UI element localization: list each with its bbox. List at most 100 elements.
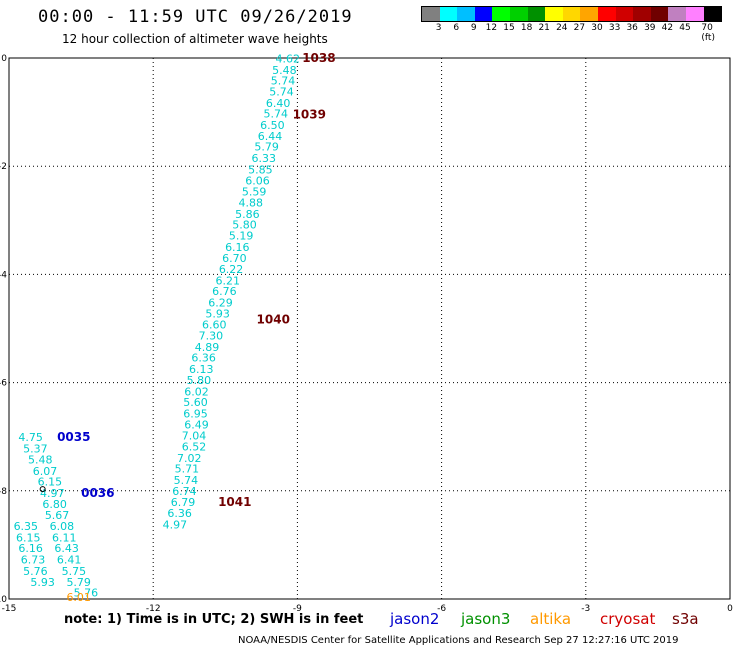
scale-swatch (597, 7, 616, 21)
swh-value-track-a: 6.40 (266, 97, 291, 110)
swh-value-track-a: 5.85 (248, 163, 273, 176)
scale-swatch (562, 7, 581, 21)
swh-value-track-d: 5.79 (66, 576, 91, 589)
swh-value-track-b: 5.37 (23, 443, 48, 456)
swh-value-track-a: 6.50 (260, 119, 285, 132)
scale-label: 45 (679, 23, 691, 33)
scale-label: 3 (435, 23, 442, 33)
swh-value-track-a: 6.60 (202, 319, 227, 332)
swh-value-track-a: 7.30 (199, 330, 224, 343)
swh-value-track-a: 7.04 (182, 430, 207, 443)
swh-value-track-d: 5.75 (62, 565, 87, 578)
swh-value-track-d: 6.11 (52, 531, 77, 544)
time-label-track-a: 1041 (218, 495, 251, 509)
swh-value-track-a: 5.60 (183, 396, 208, 409)
swh-value-track-b: 4.75 (18, 431, 43, 444)
x-tick-label: -12 (146, 604, 161, 614)
scale-label: 9 (470, 23, 477, 33)
swh-value-track-a: 4.97 (163, 518, 188, 531)
y-tick-label: -8 (0, 487, 7, 497)
x-tick-label: 0 (727, 604, 733, 614)
time-label-track-a: 1038 (302, 51, 335, 65)
scale-swatch (650, 7, 669, 21)
time-label-track-a: 1040 (257, 312, 290, 326)
swh-value-track-d: 6.41 (57, 554, 82, 567)
scale-label: 70 (ft) (701, 23, 715, 43)
scale-swatch (492, 7, 510, 21)
swh-value-track-a: 6.22 (219, 263, 244, 276)
y-tick-label: -6 (0, 379, 7, 389)
y-tick-label: -10 (0, 595, 7, 605)
swh-value-track-a: 6.36 (191, 352, 216, 365)
legend-satellite-jason3: jason3 (461, 610, 511, 628)
swh-value-track-a: 5.74 (264, 108, 289, 121)
swh-value-track-a: 6.29 (208, 297, 233, 310)
scale-label: 24 (556, 23, 568, 33)
swh-value-track-c: 6.16 (18, 542, 43, 555)
scale-label: 18 (520, 23, 533, 33)
swh-value-track-a: 6.52 (182, 440, 207, 453)
color-scale-bar (421, 6, 723, 22)
x-tick-label: -3 (581, 604, 590, 614)
scale-label: 36 (626, 23, 638, 33)
swh-value-track-a: 6.95 (183, 407, 208, 420)
scale-swatch (668, 7, 686, 21)
scale-label: 39 (644, 23, 656, 33)
swh-value-track-b: 4.97 (40, 487, 65, 500)
scale-swatch (457, 7, 475, 21)
swh-value-track-a: 5.79 (254, 141, 279, 154)
scale-swatch (615, 7, 634, 21)
swh-value-track-a: 5.80 (187, 374, 212, 387)
swh-value-track-b: 5.48 (28, 453, 53, 466)
scale-swatch (439, 7, 458, 21)
swh-value-track-c: 5.76 (23, 565, 48, 578)
scale-swatch (422, 7, 440, 21)
swh-value-track-a: 5.74 (174, 474, 199, 487)
swh-value-track-c: 5.93 (30, 576, 55, 589)
scale-swatch (545, 7, 563, 21)
swh-value-track-a: 7.02 (177, 452, 202, 465)
scale-label: 15 (503, 23, 515, 33)
swh-value-track-a: 5.19 (229, 229, 254, 242)
island-marker (39, 486, 46, 493)
swh-value-track-a: 6.49 (184, 418, 209, 431)
swh-value-track-a: 5.74 (271, 75, 296, 88)
map-frame (8, 57, 731, 600)
swh-value-track-a: 6.36 (167, 507, 192, 520)
scale-label: 33 (608, 23, 621, 33)
swh-value-track-a: 4.89 (195, 341, 220, 354)
swh-value-track-a: 6.06 (245, 174, 270, 187)
swh-value-track-a: 6.79 (171, 496, 196, 509)
swh-value-track-c: 6.73 (21, 554, 46, 567)
page-subtitle: 12 hour collection of altimeter wave hei… (62, 32, 328, 46)
swh-value-track-d: 5.76 (74, 587, 99, 600)
swh-value-track-a: 5.71 (175, 463, 200, 476)
swh-value-track-a: 6.74 (172, 485, 197, 498)
scale-swatch (509, 7, 528, 21)
swh-value-track-a: 6.21 (215, 274, 240, 287)
swh-value-track-d: 6.08 (50, 520, 75, 533)
swh-value-track-a: 5.80 (232, 219, 257, 232)
page-title: 00:00 - 11:59 UTC 09/26/2019 (38, 7, 353, 27)
swh-value-track-d: 6.43 (54, 542, 79, 555)
y-tick-label: -2 (0, 162, 7, 172)
swh-value-track-a: 5.86 (235, 208, 260, 221)
scale-label: 27 (573, 23, 586, 33)
swh-value-track-b: 6.15 (38, 476, 63, 489)
time-label-track-a: 1039 (293, 107, 326, 121)
y-tick-label: -4 (0, 270, 7, 280)
scale-swatch (685, 7, 704, 21)
scale-swatch (580, 7, 598, 21)
swh-value-track-a: 6.13 (189, 363, 214, 376)
swh-value-track-a: 5.48 (272, 64, 297, 77)
scale-label: 12 (485, 23, 498, 33)
footer-credit: NOAA/NESDIS Center for Satellite Applica… (238, 635, 679, 646)
legend-satellite-jason2: jason2 (390, 610, 440, 628)
swh-value-track-c: 6.35 (14, 520, 39, 533)
swh-value-track-b: 6.07 (33, 465, 58, 478)
swh-value-track-a: 5.93 (205, 307, 230, 320)
swh-value-track-a: 6.02 (184, 385, 209, 398)
units-note: note: 1) Time is in UTC; 2) SWH is in fe… (64, 612, 364, 627)
